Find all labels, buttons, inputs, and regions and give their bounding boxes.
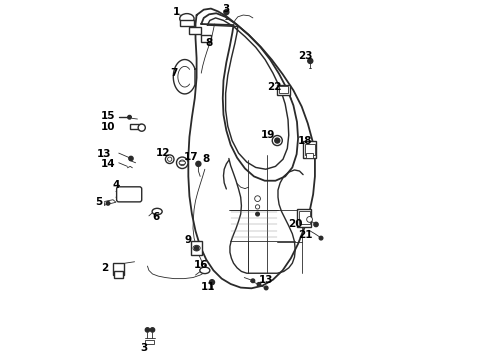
Bar bbox=[201, 35, 211, 41]
Text: 3: 3 bbox=[223, 4, 230, 14]
Text: 2: 2 bbox=[101, 263, 108, 273]
Circle shape bbox=[179, 160, 185, 166]
Bar bbox=[113, 263, 124, 275]
Circle shape bbox=[255, 196, 260, 202]
Circle shape bbox=[224, 10, 229, 15]
Text: 20: 20 bbox=[288, 219, 302, 229]
Ellipse shape bbox=[193, 245, 200, 251]
Text: 12: 12 bbox=[156, 148, 171, 158]
Text: 13: 13 bbox=[259, 275, 273, 285]
Circle shape bbox=[255, 205, 260, 209]
Text: 4: 4 bbox=[113, 180, 121, 190]
Circle shape bbox=[106, 202, 110, 205]
Text: 21: 21 bbox=[298, 230, 313, 239]
Bar bbox=[299, 211, 310, 225]
Circle shape bbox=[272, 135, 282, 145]
Circle shape bbox=[128, 116, 131, 119]
Bar bbox=[180, 20, 194, 26]
Text: 9: 9 bbox=[185, 235, 192, 245]
Circle shape bbox=[257, 283, 261, 286]
Circle shape bbox=[166, 155, 174, 163]
Ellipse shape bbox=[180, 14, 194, 24]
Bar bbox=[189, 27, 200, 34]
Text: 5: 5 bbox=[95, 197, 102, 207]
Circle shape bbox=[129, 156, 133, 161]
FancyBboxPatch shape bbox=[117, 187, 142, 202]
Text: 16: 16 bbox=[194, 260, 209, 270]
Text: 1: 1 bbox=[172, 7, 180, 17]
Circle shape bbox=[210, 280, 215, 285]
Ellipse shape bbox=[152, 208, 162, 215]
Bar bbox=[297, 209, 311, 226]
Bar bbox=[130, 124, 141, 129]
Text: 17: 17 bbox=[184, 152, 198, 162]
Circle shape bbox=[176, 157, 188, 168]
Text: 14: 14 bbox=[101, 159, 115, 169]
Text: 15: 15 bbox=[101, 111, 115, 121]
Text: 8: 8 bbox=[203, 154, 210, 164]
Ellipse shape bbox=[200, 267, 210, 274]
Circle shape bbox=[138, 124, 146, 131]
Circle shape bbox=[256, 212, 259, 216]
Bar bbox=[191, 241, 202, 255]
Circle shape bbox=[307, 217, 313, 222]
Text: 7: 7 bbox=[171, 68, 178, 78]
Text: 22: 22 bbox=[267, 82, 282, 92]
Bar bbox=[306, 153, 314, 158]
Text: 13: 13 bbox=[97, 149, 112, 159]
Bar bbox=[115, 271, 123, 278]
Circle shape bbox=[195, 246, 199, 250]
Text: 23: 23 bbox=[298, 51, 313, 61]
Circle shape bbox=[308, 58, 313, 63]
Circle shape bbox=[150, 328, 155, 332]
Text: 3: 3 bbox=[140, 343, 147, 353]
Text: 8: 8 bbox=[205, 38, 213, 48]
Bar bbox=[304, 144, 315, 155]
Circle shape bbox=[146, 328, 149, 332]
Circle shape bbox=[314, 222, 318, 226]
Circle shape bbox=[319, 236, 323, 240]
Circle shape bbox=[168, 157, 172, 161]
Text: 19: 19 bbox=[261, 130, 275, 140]
Bar bbox=[277, 85, 290, 95]
Circle shape bbox=[265, 286, 268, 290]
Ellipse shape bbox=[179, 161, 186, 165]
Bar bbox=[146, 340, 154, 344]
Circle shape bbox=[196, 161, 201, 166]
Text: 11: 11 bbox=[201, 282, 216, 292]
Bar bbox=[279, 86, 288, 93]
Circle shape bbox=[275, 138, 280, 143]
Bar bbox=[303, 141, 317, 158]
Circle shape bbox=[251, 279, 255, 283]
Text: 6: 6 bbox=[152, 212, 160, 221]
Text: 10: 10 bbox=[101, 122, 115, 132]
Text: 18: 18 bbox=[298, 136, 313, 145]
